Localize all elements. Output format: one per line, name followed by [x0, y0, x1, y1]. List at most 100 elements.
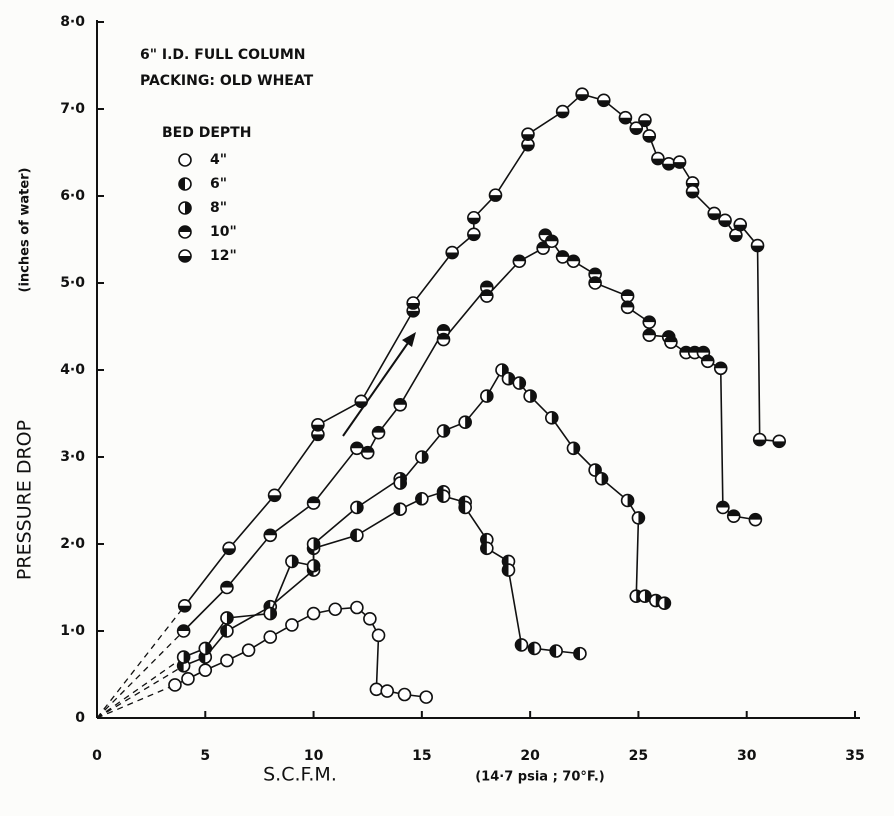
y-tick-label: 4·0: [60, 362, 85, 378]
marker: [716, 500, 730, 515]
marker-fill: [530, 390, 537, 403]
marker: [733, 217, 748, 232]
marker: [360, 445, 375, 460]
marker-ring: [220, 653, 234, 668]
marker: [596, 93, 611, 108]
marker: [480, 541, 494, 556]
marker-fill: [773, 441, 786, 448]
marker: [772, 434, 787, 449]
marker-fill: [313, 559, 320, 572]
marker-fill: [515, 638, 522, 651]
marker-fill: [178, 605, 191, 612]
marker: [480, 389, 494, 403]
y-tick-label: 1·0: [60, 623, 85, 639]
legend-title: BED DEPTH: [162, 125, 251, 141]
marker-fill: [589, 268, 602, 275]
marker: [419, 690, 433, 704]
marker-fill: [662, 163, 675, 170]
marker: [651, 151, 665, 166]
marker-fill: [179, 256, 191, 262]
marker: [672, 155, 687, 169]
y-tick-label: 7·0: [60, 101, 85, 117]
x-axis-note: (14·7 psia ; 70°F.): [475, 770, 605, 785]
x-tick-label: 5: [200, 748, 210, 764]
x-tick-label: 10: [304, 748, 324, 764]
marker: [220, 580, 234, 595]
marker-fill: [638, 120, 651, 127]
marker-fill: [664, 597, 671, 610]
marker-fill: [697, 346, 710, 353]
marker-fill: [356, 501, 363, 514]
y-tick-label: 5·0: [60, 275, 85, 291]
marker-fill: [313, 538, 320, 550]
marker: [620, 289, 635, 303]
marker-fill: [601, 472, 608, 485]
marker-fill: [486, 390, 493, 403]
marker: [181, 672, 195, 686]
marker-fill: [446, 252, 459, 259]
marker: [393, 397, 408, 412]
marker: [436, 332, 451, 347]
marker: [458, 500, 472, 515]
marker: [549, 644, 563, 658]
legend-marker: [178, 225, 192, 239]
marker-fill: [183, 651, 190, 664]
marker: [642, 328, 657, 343]
marker-fill: [753, 439, 766, 446]
marker: [263, 528, 278, 543]
marker-fill: [551, 411, 558, 424]
marker: [664, 335, 678, 349]
marker-fill: [223, 548, 236, 555]
marker-ring: [198, 663, 213, 677]
marker: [445, 245, 459, 260]
marker-ring: [178, 153, 192, 167]
marker-fill: [643, 329, 656, 336]
marker: [480, 289, 494, 303]
marker-fill: [751, 245, 764, 252]
marker: [514, 638, 529, 652]
marker: [729, 228, 743, 242]
marker: [467, 210, 481, 225]
marker: [726, 509, 741, 523]
y-tick-label: 8·0: [60, 14, 85, 30]
legend-marker: [178, 177, 192, 191]
y-axis-label: PRESSURE DROP: [14, 420, 36, 580]
marker-fill: [545, 235, 558, 242]
marker-fill: [480, 281, 493, 288]
marker-fill: [686, 191, 699, 198]
marker: [311, 427, 325, 442]
marker-fill: [415, 492, 422, 505]
marker: [575, 87, 589, 102]
marker-fill: [467, 217, 480, 224]
marker-fill: [459, 501, 466, 514]
marker: [495, 363, 509, 377]
marker: [488, 188, 503, 202]
extrapolation: [96, 684, 176, 719]
marker-fill: [226, 611, 233, 624]
marker: [415, 450, 429, 464]
marker: [393, 476, 408, 490]
marker: [566, 441, 581, 456]
x-tick-label: 30: [737, 748, 757, 764]
marker: [380, 684, 395, 698]
legend-label: 4": [210, 152, 227, 168]
marker-fill: [528, 642, 535, 655]
marker-fill: [727, 510, 740, 517]
marker-fill: [643, 135, 656, 142]
marker: [350, 600, 364, 615]
marker-fill: [708, 213, 721, 220]
marker: [222, 541, 236, 556]
marker-fill: [643, 316, 656, 323]
marker: [594, 471, 609, 486]
marker: [748, 512, 763, 527]
legend-label: 10": [210, 224, 237, 240]
marker: [544, 411, 559, 425]
marker: [573, 646, 587, 661]
marker-fill: [264, 529, 277, 536]
x-tick-label: 0: [92, 748, 102, 764]
marker: [267, 488, 282, 503]
marker: [406, 296, 420, 310]
marker: [306, 537, 321, 551]
marker-fill: [350, 442, 363, 449]
marker: [350, 528, 364, 543]
